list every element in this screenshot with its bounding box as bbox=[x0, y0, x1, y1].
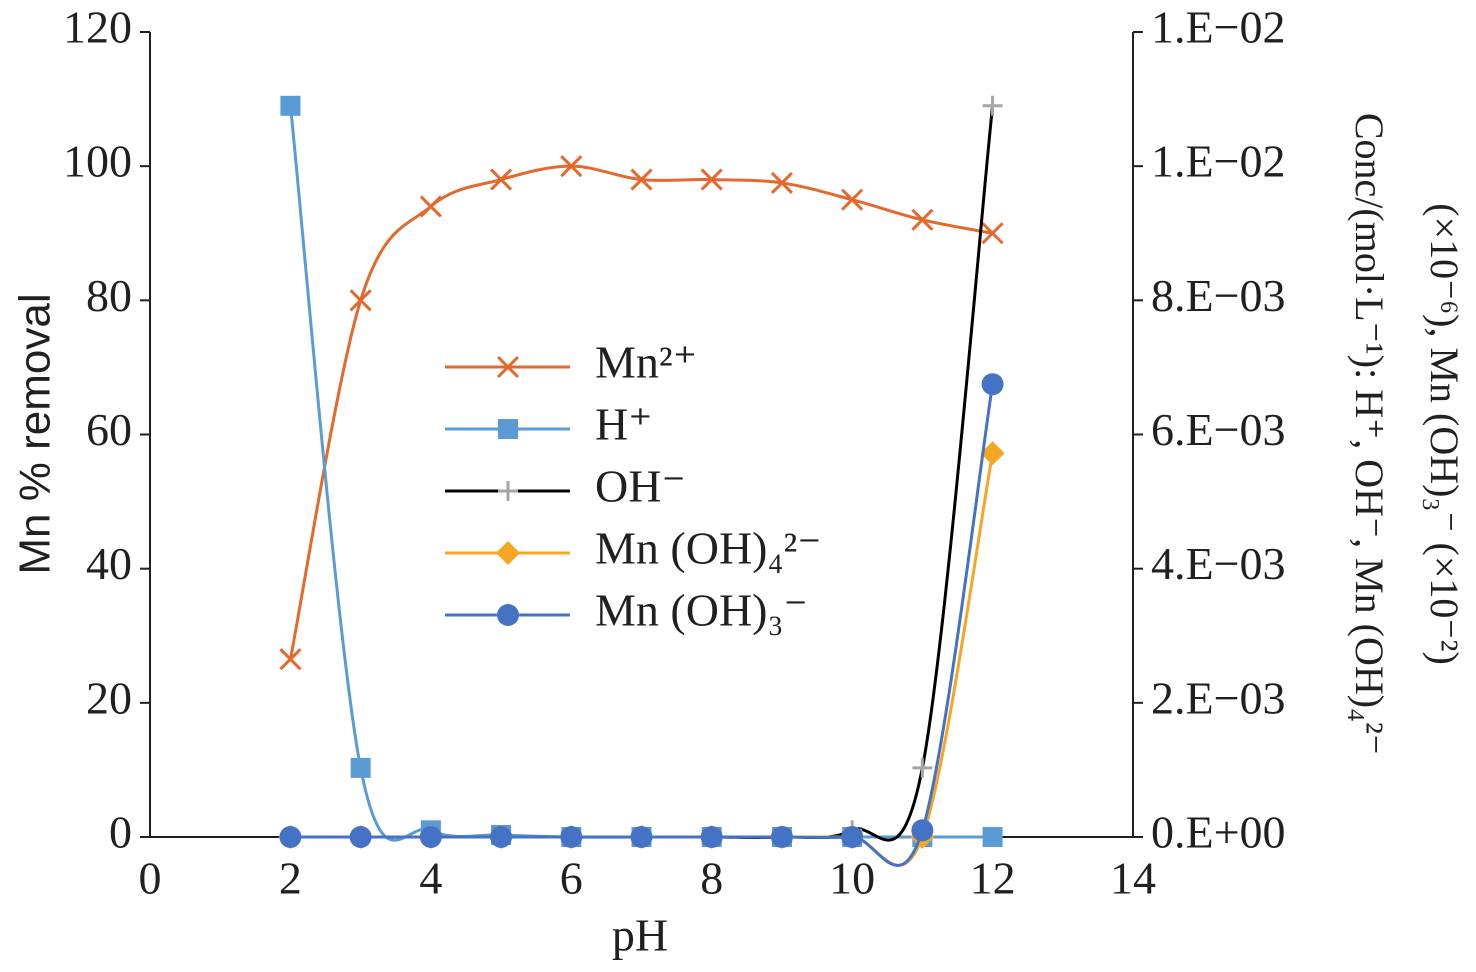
marker bbox=[982, 95, 1003, 116]
legend-marker bbox=[498, 419, 518, 439]
marker bbox=[630, 168, 653, 191]
marker bbox=[279, 648, 302, 671]
marker bbox=[841, 188, 864, 211]
x-tick-label: 10 bbox=[829, 853, 875, 904]
marker bbox=[560, 155, 583, 178]
x-tick-label: 0 bbox=[139, 853, 162, 904]
marker bbox=[490, 168, 513, 191]
marker bbox=[490, 826, 513, 848]
x-axis-title: pH bbox=[612, 910, 668, 961]
x-tick-label: 6 bbox=[560, 853, 583, 904]
marker bbox=[982, 827, 1003, 847]
y2-axis-title: Conc/(mol·L⁻¹): H⁺, OH⁻, Mn (OH)₄²⁻ bbox=[1347, 113, 1392, 755]
marker bbox=[912, 757, 933, 778]
marker bbox=[841, 826, 864, 848]
marker bbox=[911, 819, 934, 842]
legend-label: Mn (OH)₄²⁻ bbox=[595, 523, 822, 574]
y-tick-label: 120 bbox=[63, 2, 132, 53]
y2-tick-label: 8.E−03 bbox=[1151, 270, 1286, 321]
y-tick-label: 80 bbox=[86, 270, 132, 321]
legend-label: Mn²⁺ bbox=[595, 337, 697, 388]
y2-tick-label: 2.E−03 bbox=[1151, 672, 1286, 723]
marker bbox=[981, 222, 1004, 245]
marker bbox=[770, 826, 793, 848]
y2-tick-label: 6.E−03 bbox=[1151, 404, 1286, 455]
marker bbox=[700, 168, 723, 191]
legend-label: Mn (OH)₃⁻ bbox=[595, 585, 808, 636]
legend-marker bbox=[497, 604, 519, 626]
y2-tick-label: 0.E+00 bbox=[1151, 807, 1286, 858]
y-tick-label: 40 bbox=[86, 538, 132, 589]
series-line bbox=[290, 453, 995, 867]
marker bbox=[349, 289, 372, 312]
marker bbox=[419, 195, 442, 218]
marker bbox=[911, 208, 934, 231]
marker bbox=[980, 441, 1005, 466]
x-tick-label: 2 bbox=[279, 853, 302, 904]
legend-label: H⁺ bbox=[595, 399, 653, 450]
marker bbox=[419, 826, 442, 848]
marker bbox=[350, 757, 371, 778]
marker bbox=[280, 95, 301, 116]
marker bbox=[770, 171, 793, 194]
marker bbox=[981, 373, 1004, 396]
y2-tick-label: 1.E−02 bbox=[1151, 136, 1286, 187]
legend-marker bbox=[496, 355, 520, 379]
x-tick-label: 12 bbox=[970, 853, 1016, 904]
marker bbox=[630, 826, 653, 848]
marker bbox=[279, 826, 302, 848]
legend-label: OH⁻ bbox=[595, 461, 686, 512]
marker bbox=[700, 826, 723, 848]
legend-marker bbox=[498, 481, 518, 501]
y2-axis-title: (×10⁻⁶), Mn (OH)₃⁻ (×10⁻²) bbox=[1422, 203, 1467, 665]
y-axis-title: Mn % removal bbox=[11, 293, 60, 574]
x-tick-label: 8 bbox=[700, 853, 723, 904]
x-tick-label: 14 bbox=[1110, 853, 1156, 904]
legend-marker bbox=[496, 541, 520, 565]
y2-tick-label: 1.E−02 bbox=[1151, 2, 1286, 53]
y-tick-label: 20 bbox=[86, 672, 132, 723]
marker bbox=[560, 826, 583, 848]
y2-tick-label: 4.E−03 bbox=[1151, 538, 1286, 589]
y-tick-label: 0 bbox=[109, 807, 132, 858]
marker bbox=[349, 826, 372, 848]
y-tick-label: 60 bbox=[86, 404, 132, 455]
y-tick-label: 100 bbox=[63, 136, 132, 187]
x-tick-label: 4 bbox=[419, 853, 442, 904]
